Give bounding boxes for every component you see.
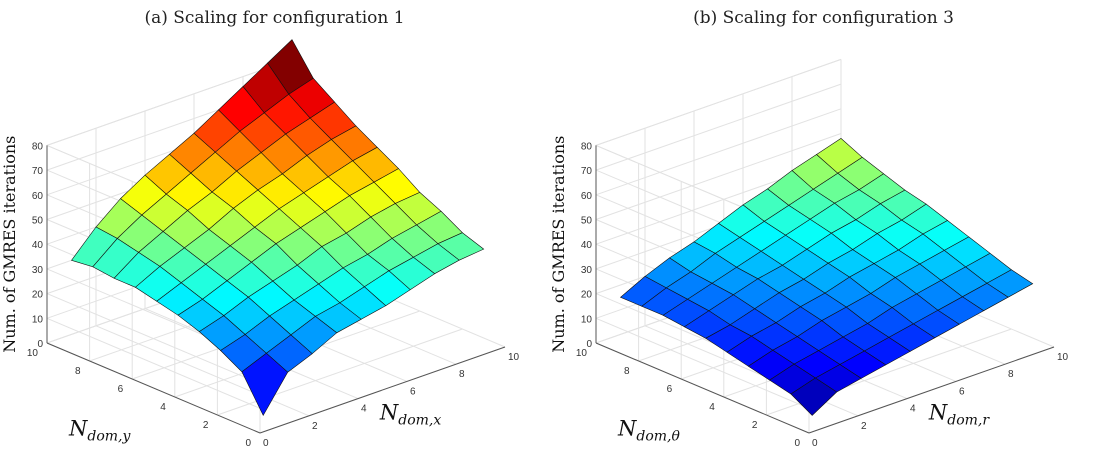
x-tick-label: 6	[410, 386, 416, 397]
z-tick-label: 30	[32, 265, 44, 276]
gridline	[595, 108, 842, 196]
y-tick-label: 4	[160, 402, 166, 413]
chart-b: (b) Scaling for configuration 3 0 2 4 6 8 10 0…	[549, 0, 1098, 454]
z-tick-label: 0	[586, 339, 592, 350]
y-tick-label: 10	[27, 348, 39, 359]
x-tick-label: 10	[508, 352, 520, 363]
y-axis-label: Ndom,y	[68, 417, 131, 445]
chart-b-caption: (b) Scaling for configuration 3	[693, 8, 954, 28]
x-tick-label: 2	[312, 421, 318, 432]
y-tick-label: 8	[624, 366, 630, 377]
x-tick-label: 8	[1008, 369, 1014, 380]
z-tick-label: 70	[581, 166, 593, 177]
gridline	[95, 325, 310, 417]
gridline	[595, 317, 810, 409]
x-tick-label: 2	[861, 421, 867, 432]
y-tick-label: 6	[118, 384, 124, 395]
x-tick-label: 4	[910, 404, 916, 415]
y-axis-line	[595, 342, 810, 434]
z-tick-label: 20	[32, 290, 44, 301]
y-tick-label: 6	[667, 384, 673, 395]
chart-0-surface	[71, 39, 485, 417]
y-tick-label: 10	[576, 348, 588, 359]
x-tick-label: 10	[1057, 352, 1069, 363]
x-tick-label: 0	[812, 438, 818, 449]
z-tick-label: 50	[32, 216, 44, 227]
y-axis-line	[46, 342, 261, 434]
z-tick-label: 10	[581, 314, 593, 325]
z-tick-label: 40	[32, 240, 44, 251]
x-axis-label: Ndom,r	[928, 401, 990, 429]
x-axis-line	[259, 346, 506, 434]
x-axis-label: Ndom,x	[379, 401, 441, 429]
z-tick-label: 10	[32, 314, 44, 325]
x-axis-line	[808, 346, 1055, 434]
z-tick-label: 0	[37, 339, 43, 350]
y-tick-label: 0	[245, 438, 251, 449]
z-tick-label: 80	[581, 141, 593, 152]
z-tick-label: 40	[581, 240, 593, 251]
z-tick-label: 30	[581, 265, 593, 276]
x-tick-label: 6	[959, 386, 965, 397]
y-tick-label: 0	[794, 438, 800, 449]
box-edge	[46, 58, 293, 146]
y-tick-label: 2	[752, 420, 758, 431]
y-tick-label: 2	[203, 420, 209, 431]
z-tick-label: 70	[32, 166, 44, 177]
y-tick-label: 4	[709, 402, 715, 413]
x-tick-label: 0	[263, 438, 269, 449]
y-axis-label: Ndom,θ	[617, 417, 680, 445]
z-tick-label: 60	[32, 191, 44, 202]
z-tick-label: 20	[581, 290, 593, 301]
z-axis-label: Num. of GMRES iterations	[0, 136, 19, 353]
surface-patch	[790, 377, 838, 416]
z-tick-label: 60	[581, 191, 593, 202]
z-axis-label: Num. of GMRES iterations	[549, 136, 568, 353]
chart-1-surface	[619, 138, 1034, 416]
gridline	[595, 133, 842, 220]
z-tick-label: 50	[581, 216, 593, 227]
box-edge	[595, 58, 842, 146]
x-tick-label: 4	[361, 404, 367, 415]
x-tick-label: 8	[459, 369, 465, 380]
surface-patch	[241, 352, 289, 417]
z-tick-label: 80	[32, 141, 44, 152]
chart-a: (a) Scaling for configuration 1 0 2 4 6 8 10 0…	[0, 0, 549, 454]
gridline	[595, 83, 842, 171]
chart-a-caption: (a) Scaling for configuration 1	[144, 8, 405, 28]
y-tick-label: 8	[75, 366, 81, 377]
gridline	[46, 317, 261, 409]
